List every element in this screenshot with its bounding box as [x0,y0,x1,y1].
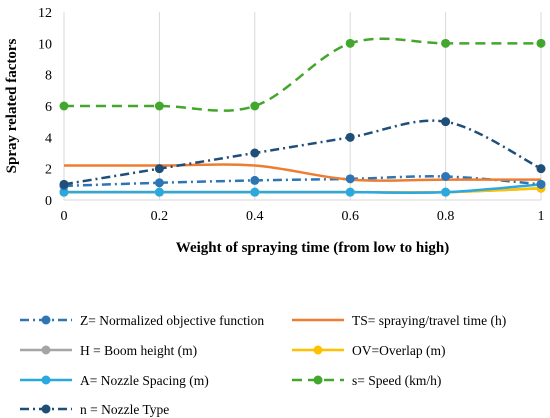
series-markers [59,38,546,197]
series-4-point [59,187,69,197]
series-5-point [250,101,260,111]
legend-item: H = Boom height (m) [20,343,197,358]
series-0-point [250,175,260,185]
legend-label: TS= spraying/travel time (h) [352,313,506,328]
legend-item: Z= Normalized objective function [20,313,264,328]
series-6-point [441,117,451,127]
y-tick-label: 12 [38,6,52,21]
y-tick-label: 4 [45,131,52,146]
y-tick-label: 0 [45,194,52,209]
legend-label: s= Speed (km/h) [352,373,441,388]
series-5-point [59,101,69,111]
x-tick-label: 0.2 [151,209,169,224]
series-6-point [154,164,164,174]
series-0-point [345,174,355,184]
series-4-point [441,187,451,197]
legend: Z= Normalized objective function TS= spra… [20,313,506,417]
series-0-point [154,178,164,188]
series-4-line [63,183,542,194]
x-tick-label: 0 [61,209,68,224]
series-0-line [63,175,542,188]
legend-item: OV=Overlap (m) [292,343,445,358]
legend-item: s= Speed (km/h) [292,373,441,388]
series-4-point [345,187,355,197]
y-tick-label: 2 [45,163,52,178]
legend-label: n = Nozzle Type [80,402,169,417]
legend-swatch-marker [313,345,323,355]
legend-swatch-marker [41,315,51,325]
legend-swatch-marker [313,375,323,385]
series-5-point [441,38,451,48]
legend-swatch-marker [41,375,51,385]
x-tick-label: 0.4 [246,209,264,224]
series-6-point [59,179,69,189]
legend-label: A= Nozzle Spacing (m) [80,373,209,388]
y-tick-label: 6 [45,100,52,115]
x-tick-label: 0.8 [437,209,455,224]
series-1-line [63,163,541,182]
legend-item: n = Nozzle Type [20,402,169,417]
legend-swatch-marker [41,404,51,414]
series-5-point [536,38,546,48]
series-lines [63,37,542,194]
legend-item: TS= spraying/travel time (h) [292,313,506,328]
legend-label: OV=Overlap (m) [352,343,445,358]
legend-item: A= Nozzle Spacing (m) [20,373,209,388]
x-tick-label: 1 [538,209,545,224]
series-4-point [154,187,164,197]
series-6-line [63,119,542,186]
series-6-point [536,164,546,174]
series-0-point [441,172,451,181]
series-5-point [154,101,164,111]
legend-swatch-marker [41,345,51,355]
x-tick-label: 0.6 [341,209,359,224]
series-5-point [345,38,355,48]
series-4-point [250,187,260,197]
series-6-point [250,148,260,158]
y-axis-title: Spray related factors [4,38,20,173]
legend-label: H = Boom height (m) [80,343,197,358]
x-axis-title: Weight of spraying time (from low to hig… [176,240,449,256]
series-6-point [345,132,355,142]
series-5-line [64,37,541,112]
legend-label: Z= Normalized objective function [80,313,264,328]
y-tick-label: 10 [38,37,52,52]
y-tick-label: 8 [45,69,52,84]
series-0-point [536,179,546,189]
